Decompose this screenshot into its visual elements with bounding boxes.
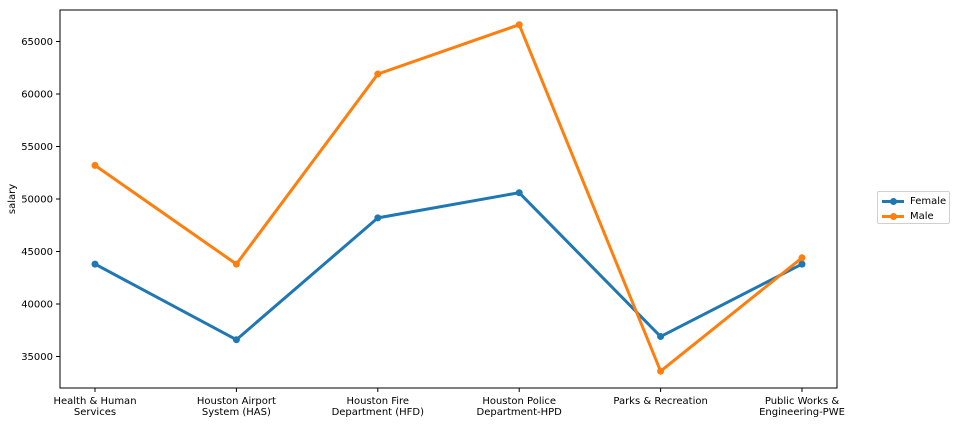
data-point-female — [91, 260, 99, 268]
x-tick-label: Houston Police Department-HPD — [477, 396, 563, 418]
series-line-female — [94, 191, 803, 342]
y-tick-label: 60000 — [21, 90, 53, 101]
y-tick-label: 55000 — [21, 142, 53, 153]
x-tick-label: Houston Fire Department (HFD) — [332, 396, 425, 418]
y-tick-label: 45000 — [21, 247, 53, 258]
legend-swatch-female — [882, 194, 904, 208]
data-point-female — [232, 336, 240, 344]
x-tick-label: Houston Airport System (HAS) — [197, 396, 276, 418]
data-point-male — [657, 367, 665, 375]
data-point-female — [515, 189, 523, 197]
data-point-male — [374, 70, 382, 78]
y-tick-label: 50000 — [21, 195, 53, 206]
data-point-male — [798, 254, 806, 262]
data-point-male — [232, 260, 240, 268]
data-point-female — [798, 260, 806, 268]
legend-label-male: Male — [910, 210, 934, 222]
series-line-male — [94, 23, 803, 373]
legend: Female Male — [877, 191, 950, 224]
x-tick-label: Parks & Recreation — [613, 396, 707, 407]
y-tick-label: 40000 — [21, 300, 53, 311]
y-axis-label: salary — [7, 184, 18, 214]
legend-label-female: Female — [910, 195, 947, 207]
x-tick-label: Health & Human Services — [53, 396, 136, 418]
legend-item-male: Male — [882, 209, 934, 223]
data-point-male — [515, 21, 523, 29]
legend-swatch-male — [882, 209, 904, 223]
data-point-female — [374, 214, 382, 222]
data-point-female — [657, 333, 665, 341]
legend-item-female: Female — [882, 194, 946, 208]
x-tick-label: Public Works & Engineering-PWE — [759, 396, 845, 418]
plot-frame — [59, 9, 838, 389]
y-tick-label: 35000 — [21, 352, 53, 363]
y-tick-label: 65000 — [21, 37, 53, 48]
data-point-male — [91, 161, 99, 169]
